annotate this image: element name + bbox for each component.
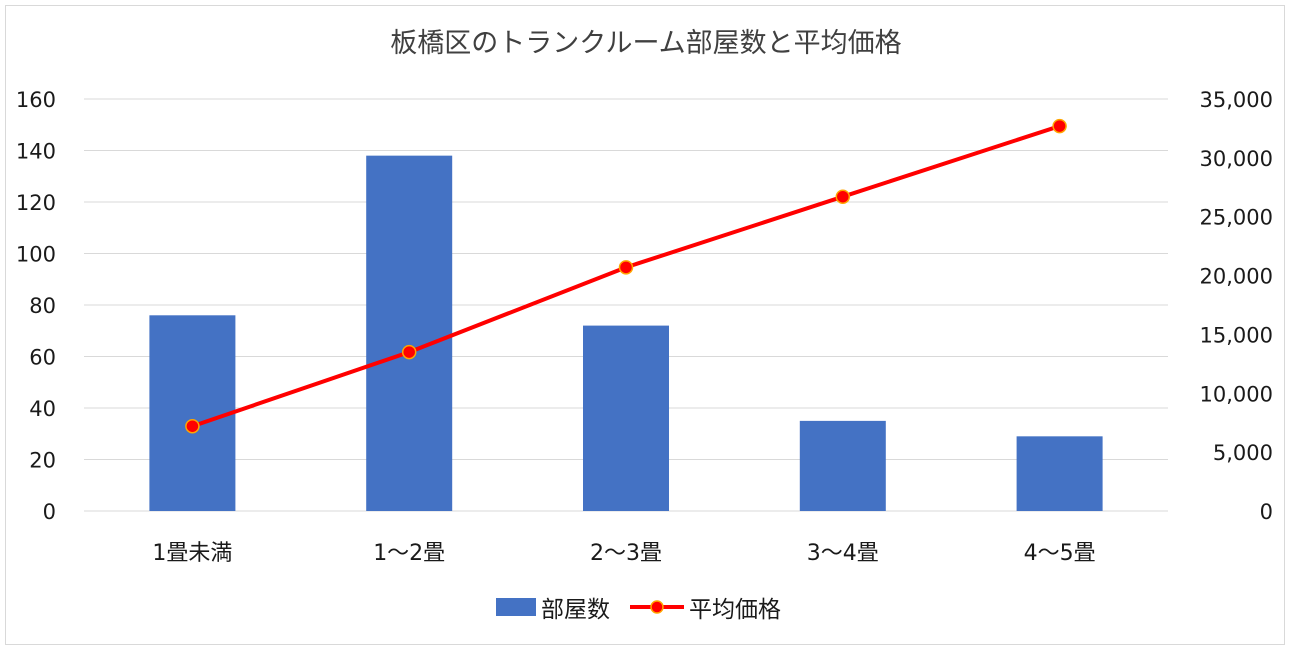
bar bbox=[366, 155, 453, 511]
legend-label-line: 平均価格 bbox=[689, 597, 781, 623]
gridlines bbox=[84, 98, 1168, 512]
legend: 部屋数 平均価格 bbox=[496, 597, 781, 623]
legend-swatch-marker bbox=[650, 600, 664, 614]
y-right-tick-label: 30,000 bbox=[1200, 147, 1273, 171]
y-right-tick-label: 15,000 bbox=[1200, 323, 1273, 347]
x-category-label: 3〜4畳 bbox=[807, 541, 879, 566]
chart-title: 板橋区のトランクルーム部屋数と平均価格 bbox=[390, 28, 901, 59]
y-left-tick-label: 60 bbox=[29, 346, 56, 370]
y-left-tick-label: 0 bbox=[43, 500, 56, 524]
y-left-tick-label: 160 bbox=[16, 88, 56, 112]
x-category-label: 4〜5畳 bbox=[1024, 541, 1096, 566]
y-axis-left: 0 20 40 60 80 100 120 140 160 bbox=[16, 88, 56, 524]
line-point bbox=[835, 189, 851, 204]
bar-series bbox=[149, 155, 1103, 511]
y-right-tick-label: 25,000 bbox=[1200, 206, 1273, 230]
y-axis-right: 0 5,000 10,000 15,000 20,000 25,000 30,000 35,0… bbox=[1200, 88, 1273, 524]
x-category-label: 1畳未満 bbox=[152, 541, 232, 566]
y-right-tick-label: 5,000 bbox=[1213, 441, 1273, 465]
y-right-tick-label: 0 bbox=[1260, 500, 1273, 524]
bar bbox=[799, 420, 886, 511]
y-left-tick-label: 80 bbox=[29, 294, 56, 318]
x-category-label: 1〜2畳 bbox=[373, 541, 445, 566]
legend-swatch-bar bbox=[496, 598, 536, 616]
y-right-tick-label: 10,000 bbox=[1200, 382, 1273, 406]
y-right-tick-label: 35,000 bbox=[1200, 88, 1273, 112]
bar bbox=[583, 325, 669, 511]
y-left-tick-label: 20 bbox=[29, 449, 56, 473]
line-series bbox=[185, 118, 1067, 434]
line-point bbox=[1052, 118, 1067, 134]
line-point bbox=[618, 260, 634, 275]
y-left-tick-label: 120 bbox=[16, 191, 56, 215]
legend-label-bar: 部屋数 bbox=[541, 597, 610, 623]
y-left-tick-label: 40 bbox=[29, 397, 56, 421]
y-left-tick-label: 140 bbox=[16, 140, 56, 164]
bar bbox=[149, 315, 236, 511]
line-point bbox=[185, 418, 200, 434]
y-left-tick-label: 100 bbox=[16, 243, 56, 267]
y-right-tick-label: 20,000 bbox=[1200, 265, 1273, 289]
x-axis-categories: 1畳未満 1〜2畳 2〜3畳 3〜4畳 4〜5畳 bbox=[152, 541, 1095, 566]
x-category-label: 2〜3畳 bbox=[590, 541, 662, 566]
bar bbox=[1016, 436, 1103, 511]
line-point bbox=[401, 344, 417, 360]
